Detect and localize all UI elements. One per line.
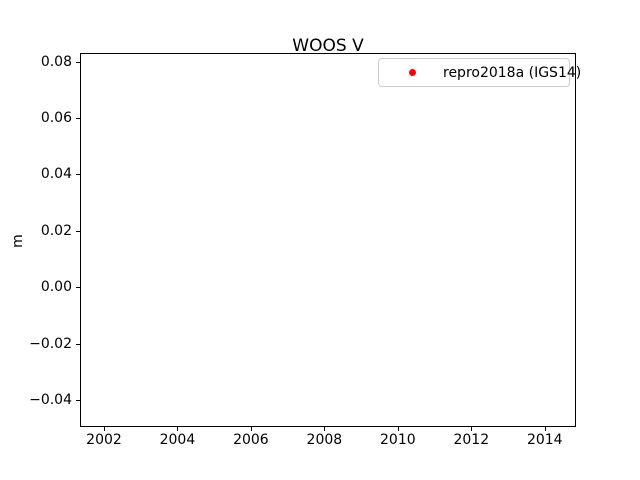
legend-marker-dot-icon — [409, 69, 416, 76]
y-tick-label: −0.02 — [29, 335, 72, 352]
y-tick-mark — [76, 399, 80, 401]
x-tick-mark — [324, 427, 326, 431]
y-tick-label: 0.08 — [40, 53, 72, 70]
x-tick-mark — [471, 427, 473, 431]
y-tick-label: 0.02 — [40, 222, 72, 239]
legend-entry-label: repro2018a (IGS14) — [443, 64, 582, 81]
x-tick-mark — [177, 427, 179, 431]
y-tick-mark — [76, 61, 80, 63]
x-tick-mark — [397, 427, 399, 431]
x-tick-label: 2004 — [159, 432, 196, 448]
legend: repro2018a (IGS14) — [378, 58, 581, 87]
x-tick-mark — [103, 427, 105, 431]
x-tick-label: 2002 — [86, 432, 122, 448]
y-tick-label: 0.00 — [40, 279, 72, 296]
x-tick-label: 2010 — [380, 432, 416, 448]
x-tick-label: 2012 — [453, 432, 490, 448]
y-tick-label: −0.04 — [29, 391, 72, 408]
x-tick-label: 2014 — [526, 432, 563, 448]
y-tick-mark — [76, 343, 80, 345]
y-tick-label: 0.04 — [40, 166, 72, 183]
y-tick-mark — [76, 287, 80, 289]
y-tick-mark — [76, 118, 80, 120]
y-tick-mark — [76, 230, 80, 232]
y-tick-mark — [76, 174, 80, 176]
x-tick-mark — [544, 427, 546, 431]
x-tick-label: 2006 — [233, 432, 269, 448]
y-tick-label: 0.06 — [40, 110, 72, 127]
x-tick-mark — [250, 427, 252, 431]
plot-area — [80, 53, 576, 427]
x-tick-label: 2008 — [306, 432, 343, 448]
